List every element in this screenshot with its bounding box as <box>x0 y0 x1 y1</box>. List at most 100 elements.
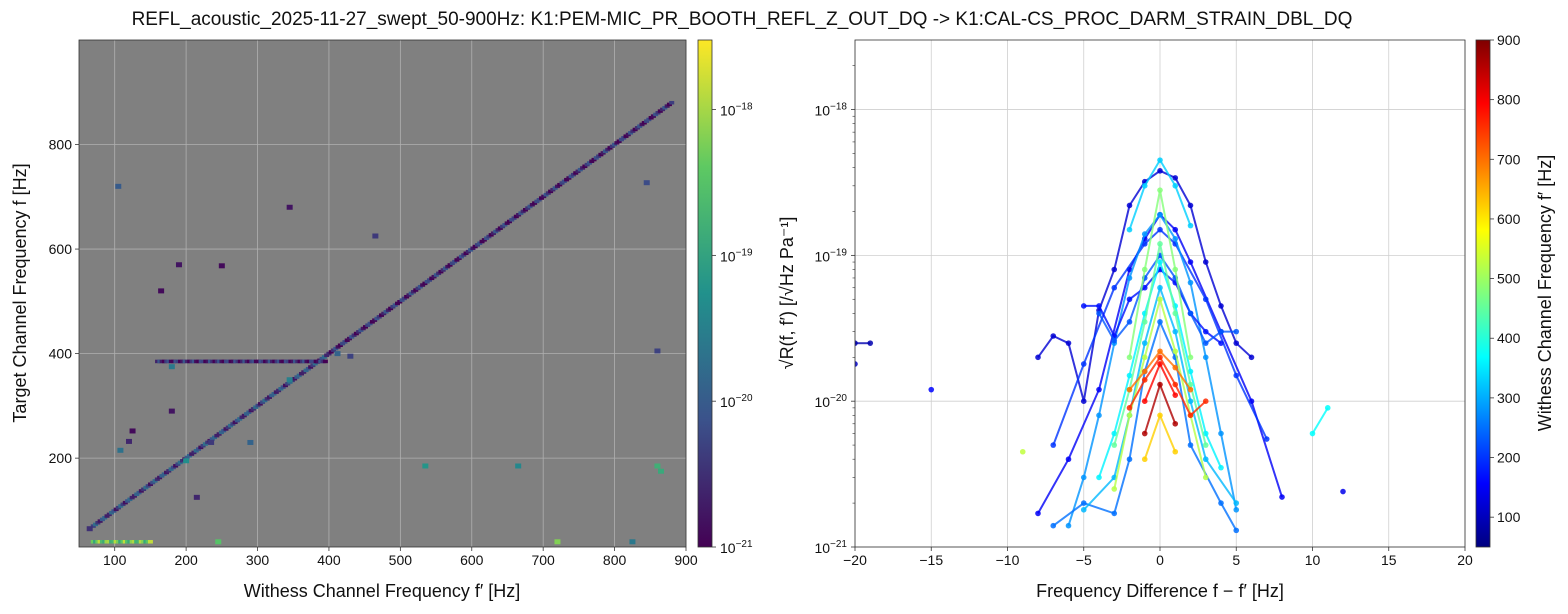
series-point <box>1050 442 1057 448</box>
series-point <box>1141 231 1148 237</box>
heatmap-cell <box>247 439 254 445</box>
heatmap-cell <box>218 263 225 269</box>
series-point <box>1080 474 1087 481</box>
heatmap-cell <box>183 458 190 464</box>
series-point <box>928 386 935 393</box>
line-series-item <box>1126 187 1194 361</box>
series-point <box>1126 354 1133 361</box>
line-y-tick-label: 10−21 <box>814 539 847 556</box>
heatmap-y-tick-label: 400 <box>49 346 73 362</box>
line-x-tick-label: 5 <box>1232 552 1240 568</box>
series-point <box>1126 275 1133 281</box>
series-point <box>1172 310 1179 317</box>
series-point <box>1157 259 1163 265</box>
heatmap-cell <box>168 364 175 370</box>
series-point <box>1233 340 1240 346</box>
line-series-item <box>855 340 874 346</box>
series-point <box>1233 506 1240 513</box>
series-point <box>1096 386 1102 393</box>
series-point <box>1172 381 1179 388</box>
heatmap-x-tick-label: 900 <box>674 552 698 568</box>
series-point <box>1126 386 1133 393</box>
series-point <box>1111 284 1118 291</box>
line-colorbar-tick-label: 800 <box>1497 92 1521 108</box>
line-x-tick-label: 0 <box>1156 552 1164 568</box>
line-series-item <box>1035 168 1255 404</box>
line-x-tick-label: −20 <box>843 552 867 568</box>
series-point <box>1279 494 1285 500</box>
series-point <box>1157 157 1163 163</box>
series-point <box>1141 266 1148 273</box>
heatmap-x-tick-label: 300 <box>246 552 270 568</box>
series-point <box>1172 235 1179 242</box>
series-point <box>1233 372 1240 379</box>
heatmap-cell <box>129 428 136 434</box>
heatmap-cell <box>86 526 93 532</box>
heatmap-y-tick-label: 200 <box>49 450 73 466</box>
heatmap-colorbar-tick-label: 10−19 <box>720 247 753 264</box>
line-x-tick-label: −5 <box>1076 552 1092 568</box>
series-point <box>1157 168 1163 174</box>
line-y-tick-label: 10−19 <box>814 247 847 264</box>
heatmap-cell <box>334 351 341 357</box>
series-point <box>1141 377 1148 383</box>
series-point <box>1172 364 1179 371</box>
series-point <box>1065 340 1072 346</box>
series-point <box>1126 319 1133 325</box>
series-point <box>1218 340 1224 346</box>
series-point <box>1218 430 1224 437</box>
line-series-item <box>1126 157 1194 233</box>
line-series-item <box>1126 348 1194 393</box>
series-point <box>1172 392 1179 398</box>
heatmap-colorbar-tick-label: 10−20 <box>720 393 753 410</box>
line-series-item <box>1019 448 1026 455</box>
heatmap-cell <box>215 539 222 545</box>
heatmap-cell <box>193 494 200 500</box>
line-series <box>855 157 1346 534</box>
series-point <box>1080 303 1087 309</box>
line-x-tick-label: −15 <box>919 552 943 568</box>
series-point <box>1157 361 1163 367</box>
heatmap-cell <box>286 377 293 383</box>
series-point <box>1141 368 1148 375</box>
figure-title: REFL_acoustic_2025-11-27_swept_50-900Hz:… <box>132 9 1353 30</box>
series-point <box>1096 303 1102 309</box>
series-point <box>1187 259 1194 265</box>
series-point <box>1263 436 1270 442</box>
line-x-ticks: −20 −15 −10 −5 0 5 10 15 20 <box>843 547 1473 568</box>
heatmap-cell <box>654 463 661 469</box>
line-series-item <box>1141 412 1179 463</box>
series-line <box>1128 355 1207 417</box>
heatmap-x-axis-label: Withess Channel Frequency f′ [Hz] <box>244 581 521 601</box>
line-series-item <box>855 361 858 367</box>
series-point <box>1218 500 1224 506</box>
series-point <box>1157 348 1163 355</box>
heatmap-cell <box>322 359 328 364</box>
series-point <box>1172 175 1179 181</box>
heatmap-cell <box>147 540 153 544</box>
series-point <box>1187 310 1194 317</box>
heatmap-cell <box>629 539 636 545</box>
series-point <box>1324 405 1331 411</box>
heatmap-cell <box>158 288 165 294</box>
series-point <box>1202 328 1209 335</box>
line-colorbar-frame <box>1475 39 1491 548</box>
heatmap-cell <box>643 180 650 186</box>
series-point <box>1096 310 1102 317</box>
heatmap-cell <box>168 408 175 414</box>
heatmap-y-tick-label: 600 <box>49 241 73 257</box>
series-point <box>1309 430 1316 437</box>
series-point <box>1172 328 1179 335</box>
series-point <box>1019 448 1026 455</box>
line-colorbar-tick-label: 700 <box>1497 151 1521 167</box>
line-series-item <box>1141 361 1179 404</box>
series-point <box>1096 474 1102 481</box>
series-point <box>1141 284 1148 291</box>
series-point <box>1172 348 1179 355</box>
line-series-item <box>1096 258 1224 481</box>
series-point <box>1172 183 1179 189</box>
series-point <box>1157 296 1163 303</box>
line-series-item <box>1141 381 1179 437</box>
heatmap-cell <box>515 463 522 469</box>
heatmap-x-tick-label: 100 <box>103 552 127 568</box>
